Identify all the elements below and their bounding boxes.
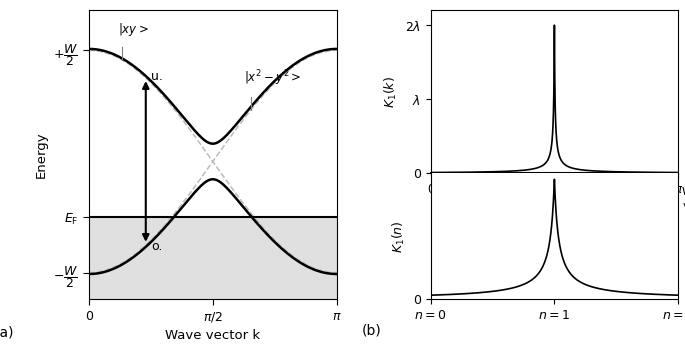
Text: Wave
vector $k$: Wave vector $k$ — [682, 187, 685, 211]
Text: o.: o. — [151, 240, 162, 254]
Text: u.: u. — [151, 69, 163, 83]
Text: (b): (b) — [361, 324, 381, 337]
Y-axis label: Energy: Energy — [35, 131, 48, 178]
Text: (a): (a) — [0, 326, 14, 340]
Text: $|xy>$: $|xy>$ — [119, 21, 149, 38]
Text: $|x^2-y^2>$: $|x^2-y^2>$ — [245, 68, 302, 88]
Y-axis label: $K_1(n)$: $K_1(n)$ — [391, 220, 408, 252]
X-axis label: Wave vector k: Wave vector k — [165, 329, 260, 342]
Y-axis label: $K_1(k)$: $K_1(k)$ — [383, 76, 399, 108]
